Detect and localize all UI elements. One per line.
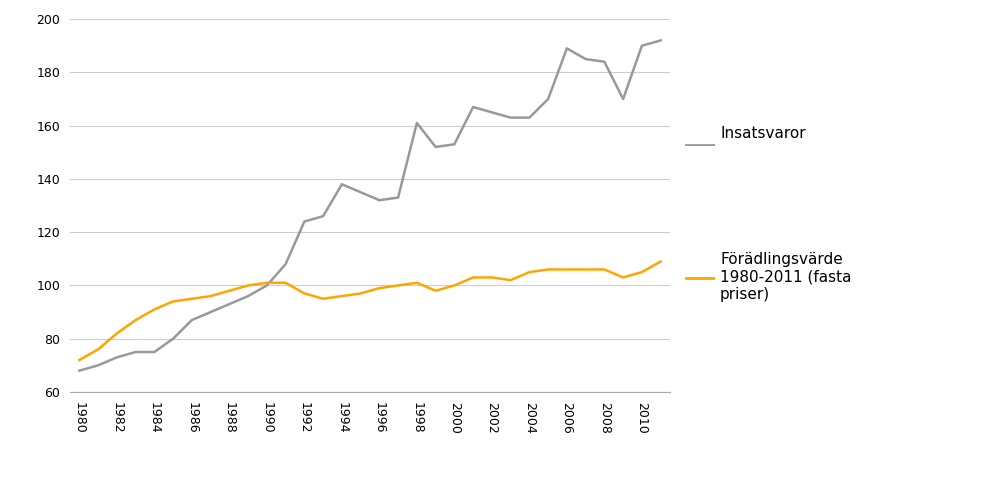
Text: Förädlingsvärde
1980-2011 (fasta
priser): Förädlingsvärde 1980-2011 (fasta priser) (720, 252, 852, 302)
Text: Insatsvaror: Insatsvaror (720, 126, 806, 141)
